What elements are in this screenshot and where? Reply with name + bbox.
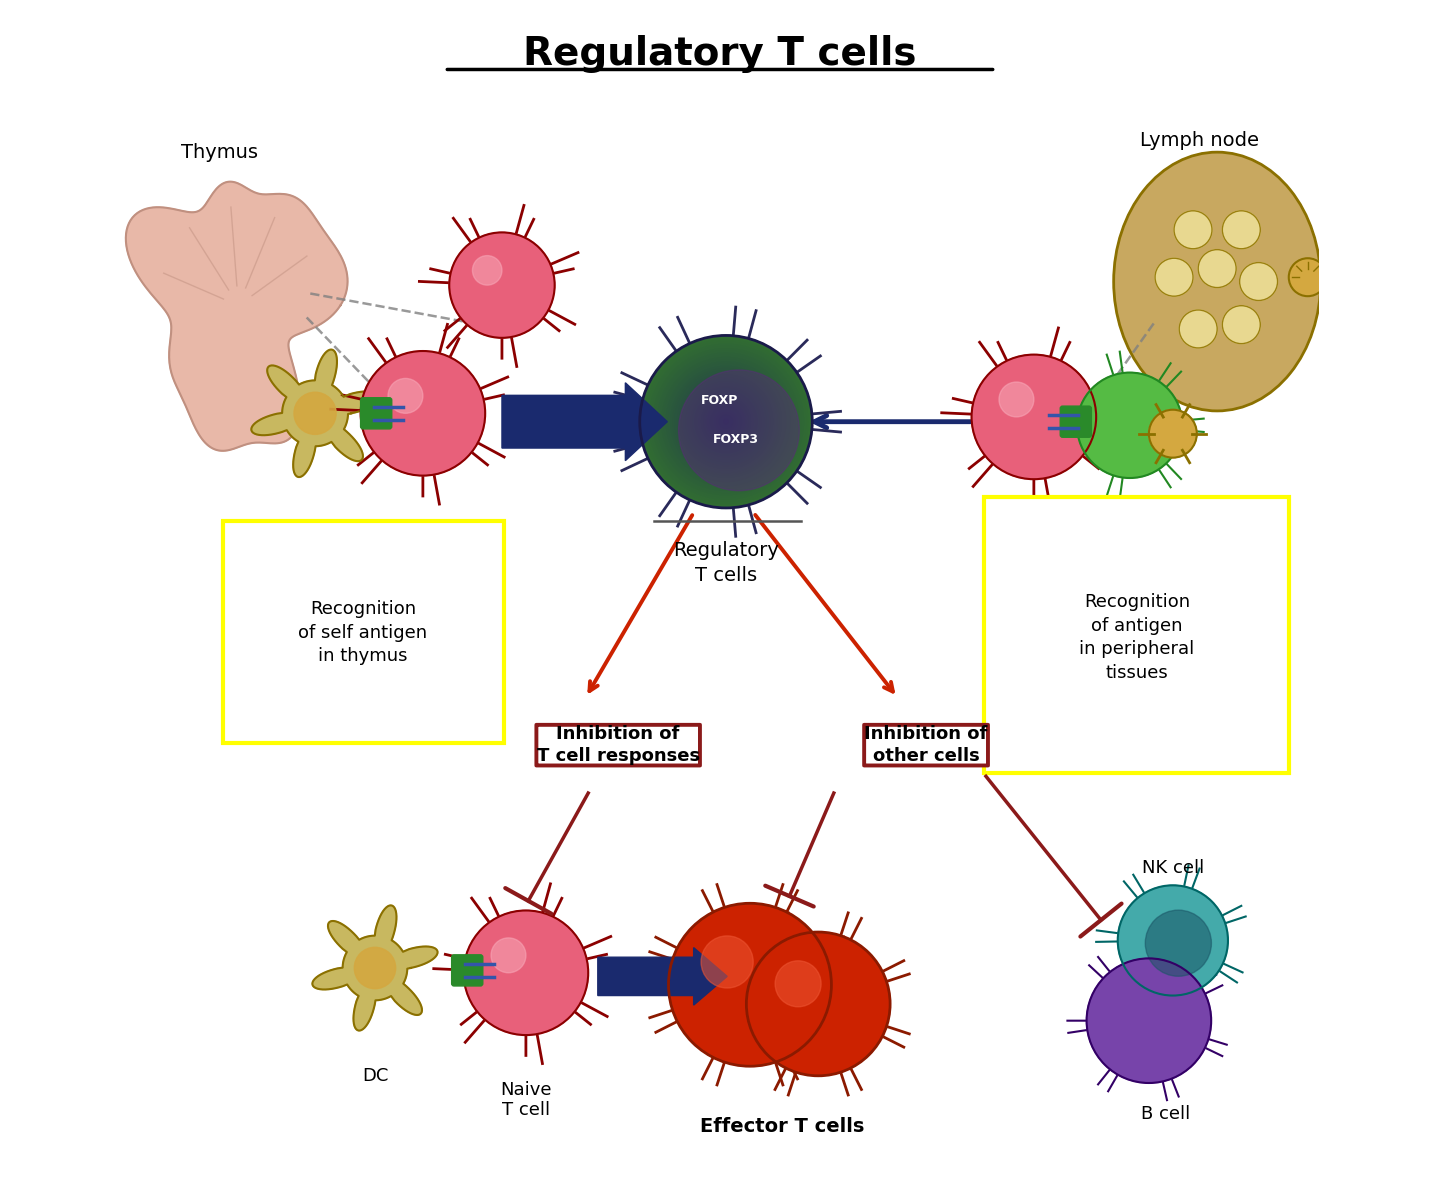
Circle shape <box>708 404 743 440</box>
Polygon shape <box>125 182 347 450</box>
Circle shape <box>1240 262 1277 301</box>
Circle shape <box>704 400 749 443</box>
Text: Recognition
of self antigen
in thymus: Recognition of self antigen in thymus <box>298 600 428 665</box>
Circle shape <box>717 413 734 430</box>
Text: Thymus: Thymus <box>181 143 258 162</box>
Circle shape <box>1077 373 1182 478</box>
Circle shape <box>671 367 782 477</box>
Text: FOXP3: FOXP3 <box>713 434 759 446</box>
Circle shape <box>652 349 799 495</box>
Text: Inhibition of
other cells: Inhibition of other cells <box>864 725 988 766</box>
FancyArrow shape <box>598 948 727 1005</box>
Circle shape <box>1117 885 1228 996</box>
Circle shape <box>1174 211 1212 249</box>
Circle shape <box>464 910 588 1035</box>
Circle shape <box>677 373 775 471</box>
Circle shape <box>294 392 336 435</box>
Circle shape <box>775 961 821 1006</box>
Circle shape <box>681 377 770 466</box>
Circle shape <box>691 386 762 458</box>
Circle shape <box>1289 259 1326 296</box>
Text: Recognition
of antigen
in peripheral
tissues: Recognition of antigen in peripheral tis… <box>1079 593 1195 682</box>
Circle shape <box>668 903 831 1066</box>
Circle shape <box>972 355 1096 479</box>
Text: DC: DC <box>361 1066 389 1085</box>
Text: Regulatory
T cells: Regulatory T cells <box>672 541 779 586</box>
Circle shape <box>701 398 750 446</box>
FancyBboxPatch shape <box>984 497 1289 773</box>
Circle shape <box>680 375 772 468</box>
Ellipse shape <box>1113 152 1320 411</box>
Circle shape <box>693 388 759 455</box>
Circle shape <box>999 382 1034 417</box>
Circle shape <box>662 357 791 486</box>
Circle shape <box>647 343 805 501</box>
Circle shape <box>1198 249 1236 288</box>
Circle shape <box>644 340 808 503</box>
Circle shape <box>1149 410 1197 458</box>
Circle shape <box>648 344 804 500</box>
Circle shape <box>713 409 739 435</box>
Circle shape <box>660 356 792 488</box>
Circle shape <box>668 364 783 479</box>
Circle shape <box>655 351 796 492</box>
Text: Lymph node: Lymph node <box>1139 131 1259 150</box>
FancyBboxPatch shape <box>452 955 482 986</box>
FancyBboxPatch shape <box>1060 406 1092 437</box>
Circle shape <box>642 338 811 506</box>
Circle shape <box>746 932 890 1076</box>
Polygon shape <box>252 350 379 477</box>
Circle shape <box>1145 910 1211 976</box>
Circle shape <box>651 346 801 497</box>
Text: NK cell: NK cell <box>1142 859 1204 877</box>
Circle shape <box>639 335 812 508</box>
Circle shape <box>1223 211 1260 249</box>
Circle shape <box>696 391 757 453</box>
Circle shape <box>354 948 396 988</box>
Text: Inhibition of
T cell responses: Inhibition of T cell responses <box>537 725 700 766</box>
Text: Regulatory T cells: Regulatory T cells <box>523 35 917 73</box>
Text: Effector T cells: Effector T cells <box>700 1117 864 1136</box>
Circle shape <box>701 936 753 988</box>
Circle shape <box>678 370 799 491</box>
Circle shape <box>387 379 423 413</box>
Circle shape <box>710 406 742 437</box>
Circle shape <box>684 380 768 464</box>
Circle shape <box>664 359 788 484</box>
Circle shape <box>1179 310 1217 347</box>
Circle shape <box>360 351 485 476</box>
Circle shape <box>1223 305 1260 344</box>
Circle shape <box>720 415 733 429</box>
Polygon shape <box>312 906 438 1030</box>
Circle shape <box>667 362 786 482</box>
FancyBboxPatch shape <box>360 398 392 429</box>
Text: B cell: B cell <box>1140 1105 1191 1123</box>
Circle shape <box>491 938 526 973</box>
Circle shape <box>675 371 776 472</box>
Circle shape <box>658 353 795 490</box>
Circle shape <box>697 393 755 450</box>
Circle shape <box>687 382 766 461</box>
Circle shape <box>1087 958 1211 1083</box>
FancyBboxPatch shape <box>223 521 504 743</box>
Circle shape <box>714 411 737 432</box>
Circle shape <box>706 401 746 442</box>
Text: FOXP: FOXP <box>701 394 739 406</box>
Circle shape <box>1155 259 1192 296</box>
Circle shape <box>449 232 554 338</box>
Circle shape <box>700 395 753 448</box>
Circle shape <box>724 419 729 424</box>
FancyArrow shape <box>503 383 667 460</box>
Circle shape <box>721 417 730 426</box>
Circle shape <box>688 385 763 459</box>
Text: Naive
T cell: Naive T cell <box>500 1081 552 1119</box>
Circle shape <box>672 369 779 474</box>
Circle shape <box>472 255 503 285</box>
